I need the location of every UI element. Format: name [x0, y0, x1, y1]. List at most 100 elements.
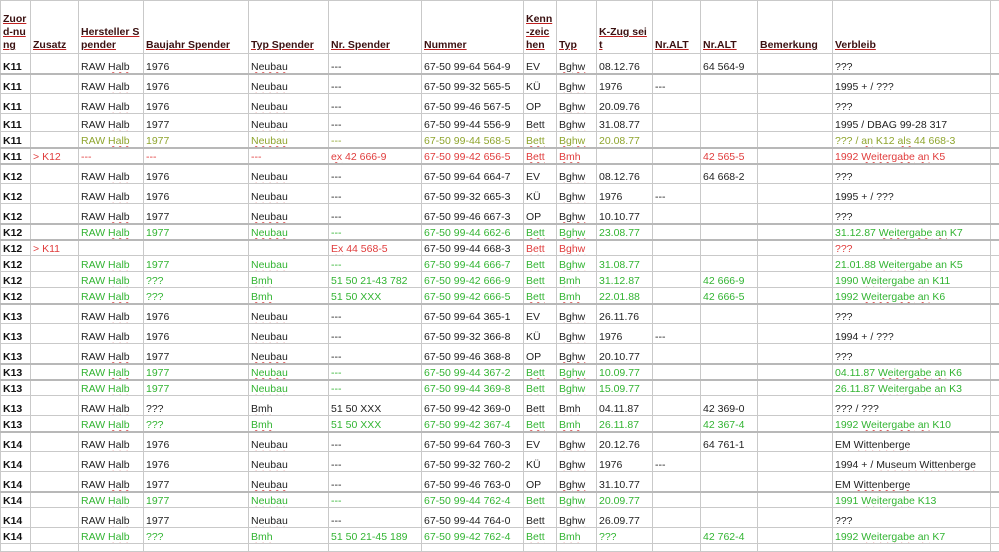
cell-typ-spender[interactable]: Neubau	[249, 54, 329, 74]
cell-baujahr-spender[interactable]: 1976	[144, 54, 249, 74]
cell-hersteller-spender[interactable]: RAW Halb	[79, 344, 144, 364]
cell-empty[interactable]	[991, 272, 999, 288]
cell-typ-spender[interactable]: Bmh	[249, 416, 329, 432]
cell-k-zug-seit[interactable]: 26.11.76	[597, 304, 653, 324]
cell-verbleib[interactable]: 26.11.87 Weitergabe an K3	[833, 380, 991, 396]
cell-typ-spender[interactable]: Neubau	[249, 364, 329, 380]
cell-bemerkung[interactable]	[758, 492, 833, 508]
cell-k-zug-seit[interactable]: 20.09.77	[597, 492, 653, 508]
cell-k-zug-seit[interactable]: 20.12.76	[597, 432, 653, 452]
column-header-baujahr-spender[interactable]: Baujahr Spender	[144, 1, 249, 54]
cell-nr-alt-2[interactable]	[701, 364, 758, 380]
cell-bemerkung[interactable]	[758, 344, 833, 364]
column-header-nummer[interactable]: Nummer	[422, 1, 524, 54]
cell-empty[interactable]	[991, 164, 999, 184]
cell-baujahr-spender[interactable]: 1976	[144, 74, 249, 94]
cell-nr-alt-2[interactable]	[701, 184, 758, 204]
cell-nr-alt-1[interactable]	[653, 416, 701, 432]
cell-nr-alt-2[interactable]	[701, 94, 758, 114]
cell-nr-alt-2[interactable]: 42 369-0	[701, 396, 758, 416]
cell-baujahr-spender[interactable]: 1976	[144, 94, 249, 114]
cell-baujahr-spender[interactable]: ???	[144, 416, 249, 432]
cell-nr-alt-2[interactable]	[701, 224, 758, 240]
cell-nummer[interactable]: 67-50 99-44 369-8	[422, 380, 524, 396]
cell-kennzeichen[interactable]: Bett	[524, 508, 557, 528]
cell-k-zug-seit[interactable]: 08.12.76	[597, 164, 653, 184]
cell-verbleib[interactable]: ??? / an K12 als 44 668-3	[833, 132, 991, 148]
cell-zusatz[interactable]	[31, 224, 79, 240]
cell-zuordnung[interactable]: K12	[1, 184, 31, 204]
cell-nummer[interactable]: 67-50 99-42 656-5	[422, 148, 524, 164]
cell-nr-spender[interactable]: ---	[329, 364, 422, 380]
cell-nr-alt-1[interactable]	[653, 256, 701, 272]
cell-nr-alt-2[interactable]	[701, 344, 758, 364]
cell-typ[interactable]: Bghw	[557, 204, 597, 224]
cell-nummer[interactable]: 67-50 99-64 564-9	[422, 54, 524, 74]
cell-nr-alt-1[interactable]	[653, 396, 701, 416]
cell-nummer[interactable]: 67-50 99-44 668-3	[422, 240, 524, 256]
cell-zusatz[interactable]	[31, 132, 79, 148]
cell-k-zug-seit[interactable]: 31.12.87	[597, 272, 653, 288]
column-header-nr-spender[interactable]: Nr. Spender	[329, 1, 422, 54]
cell-nummer[interactable]: 67-50 99-46 368-8	[422, 344, 524, 364]
cell-zuordnung[interactable]: K14	[1, 452, 31, 472]
cell-verbleib[interactable]: EM Wittenberge	[833, 472, 991, 492]
cell-baujahr-spender[interactable]: ???	[144, 396, 249, 416]
cell-baujahr-spender[interactable]: 1977	[144, 224, 249, 240]
cell-empty[interactable]	[991, 288, 999, 304]
cell-nummer[interactable]: 67-50 99-46 763-0	[422, 472, 524, 492]
cell-empty[interactable]	[991, 432, 999, 452]
cell-hersteller-spender[interactable]: RAW Halb	[79, 256, 144, 272]
cell-nr-spender[interactable]: ---	[329, 508, 422, 528]
cell-nummer[interactable]: 67-50 99-46 567-5	[422, 94, 524, 114]
cell-typ[interactable]: Bghw	[557, 114, 597, 132]
cell-zuordnung[interactable]: K12	[1, 224, 31, 240]
cell-verbleib[interactable]: ???	[833, 94, 991, 114]
cell-nummer[interactable]: 67-50 99-44 662-6	[422, 224, 524, 240]
cell-baujahr-spender[interactable]: ???	[144, 528, 249, 544]
empty-column-header[interactable]	[991, 1, 999, 54]
cell-hersteller-spender[interactable]: RAW Halb	[79, 304, 144, 324]
cell-empty[interactable]	[991, 54, 999, 74]
cell-baujahr-spender[interactable]: 1976	[144, 184, 249, 204]
cell-hersteller-spender[interactable]: RAW Halb	[79, 184, 144, 204]
cell-nummer[interactable]: 67-50 99-32 760-2	[422, 452, 524, 472]
cell-nr-spender[interactable]: 51 50 21-45 189	[329, 528, 422, 544]
cell-typ[interactable]: Bghw	[557, 344, 597, 364]
cell-nr-alt-2[interactable]	[701, 472, 758, 492]
cell-zuordnung[interactable]: K12	[1, 204, 31, 224]
cell-k-zug-seit[interactable]: 22.01.88	[597, 288, 653, 304]
cell-nr-spender[interactable]: ---	[329, 432, 422, 452]
cell-zusatz[interactable]	[31, 288, 79, 304]
cell-baujahr-spender[interactable]: 1977	[144, 492, 249, 508]
cell-baujahr-spender[interactable]: ---	[144, 148, 249, 164]
cell-kennzeichen[interactable]: Bett	[524, 114, 557, 132]
cell-typ-spender[interactable]: Neubau	[249, 492, 329, 508]
cell-typ[interactable]: Bghw	[557, 432, 597, 452]
cell-typ-spender[interactable]: Neubau	[249, 256, 329, 272]
cell-k-zug-seit[interactable]: 26.11.87	[597, 416, 653, 432]
cell-empty[interactable]	[991, 344, 999, 364]
cell-bemerkung[interactable]	[758, 364, 833, 380]
cell-kennzeichen[interactable]: KÜ	[524, 184, 557, 204]
cell-k-zug-seit[interactable]: 31.08.77	[597, 114, 653, 132]
cell-hersteller-spender[interactable]: ---	[79, 148, 144, 164]
cell-verbleib[interactable]: 1992 Weitergabe an K6	[833, 288, 991, 304]
cell-typ[interactable]: Bmh	[557, 148, 597, 164]
cell-baujahr-spender[interactable]: 1977	[144, 364, 249, 380]
cell-bemerkung[interactable]	[758, 204, 833, 224]
cell-zuordnung[interactable]: K11	[1, 74, 31, 94]
cell-k-zug-seit[interactable]: 1976	[597, 452, 653, 472]
cell-baujahr-spender[interactable]: 1977	[144, 472, 249, 492]
cell-zusatz[interactable]	[31, 344, 79, 364]
cell-nr-alt-1[interactable]: ---	[653, 452, 701, 472]
cell-nr-alt-1[interactable]: ---	[653, 184, 701, 204]
cell-hersteller-spender[interactable]: RAW Halb	[79, 472, 144, 492]
cell-hersteller-spender[interactable]	[79, 240, 144, 256]
cell-nr-alt-2[interactable]	[701, 240, 758, 256]
cell-zuordnung[interactable]: K14	[1, 528, 31, 544]
cell-nr-alt-1[interactable]	[653, 304, 701, 324]
cell-bemerkung[interactable]	[758, 432, 833, 452]
cell-baujahr-spender[interactable]: 1976	[144, 304, 249, 324]
cell-nr-alt-1[interactable]	[653, 164, 701, 184]
